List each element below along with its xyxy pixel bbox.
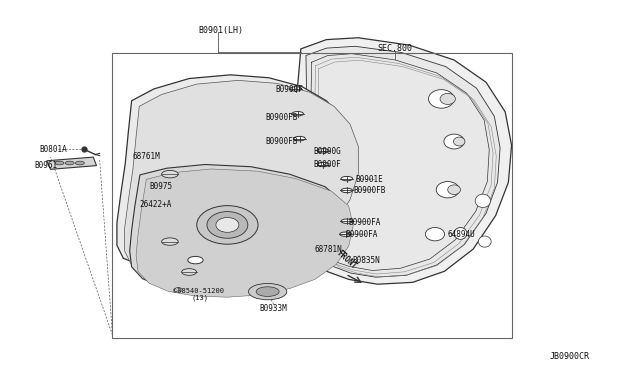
Polygon shape <box>300 46 500 277</box>
Text: B0961: B0961 <box>35 161 58 170</box>
Ellipse shape <box>448 185 461 195</box>
Ellipse shape <box>426 228 445 241</box>
Text: B0975: B0975 <box>150 182 173 190</box>
Ellipse shape <box>290 87 301 91</box>
Ellipse shape <box>182 269 196 275</box>
Ellipse shape <box>76 161 84 165</box>
Ellipse shape <box>248 283 287 300</box>
Ellipse shape <box>429 90 454 108</box>
Ellipse shape <box>65 161 74 165</box>
Ellipse shape <box>454 228 467 239</box>
Ellipse shape <box>294 137 305 141</box>
Text: B0933M: B0933M <box>259 304 287 313</box>
Polygon shape <box>291 38 511 284</box>
Ellipse shape <box>478 236 491 247</box>
Polygon shape <box>130 164 347 293</box>
Text: ©08540-51200: ©08540-51200 <box>173 288 224 294</box>
Text: B0801A: B0801A <box>39 145 67 154</box>
Ellipse shape <box>340 232 351 236</box>
Ellipse shape <box>440 93 456 105</box>
Ellipse shape <box>216 218 239 232</box>
Ellipse shape <box>196 206 258 244</box>
Text: 68761M: 68761M <box>133 152 161 161</box>
Ellipse shape <box>292 112 303 116</box>
Ellipse shape <box>207 212 248 238</box>
Polygon shape <box>125 80 358 276</box>
Bar <box>113 52 511 338</box>
Ellipse shape <box>174 288 182 292</box>
Text: FRONT: FRONT <box>335 249 358 271</box>
Polygon shape <box>117 75 351 270</box>
Polygon shape <box>136 169 353 297</box>
Ellipse shape <box>55 161 64 165</box>
Ellipse shape <box>317 149 329 153</box>
Text: B0900FA: B0900FA <box>346 230 378 240</box>
Ellipse shape <box>454 137 465 146</box>
Text: B0901(LH): B0901(LH) <box>198 26 244 35</box>
Text: B0900FB: B0900FB <box>354 186 386 195</box>
Text: 64894U: 64894U <box>448 230 476 239</box>
Ellipse shape <box>188 256 203 264</box>
Text: JB0900CR: JB0900CR <box>550 352 590 361</box>
Text: SEC.800: SEC.800 <box>378 44 412 53</box>
Text: B0900G: B0900G <box>314 147 341 156</box>
Text: 68781N: 68781N <box>315 244 342 253</box>
Ellipse shape <box>341 219 353 223</box>
Text: S: S <box>177 287 180 292</box>
Text: B0900FB: B0900FB <box>266 113 298 122</box>
Text: B0900FB: B0900FB <box>266 137 298 146</box>
Ellipse shape <box>444 134 465 149</box>
Text: B0901E: B0901E <box>355 175 383 184</box>
Ellipse shape <box>436 182 460 198</box>
Text: (13): (13) <box>191 295 208 301</box>
Polygon shape <box>47 157 97 169</box>
Ellipse shape <box>317 162 329 167</box>
Ellipse shape <box>475 194 490 208</box>
Text: B0900FA: B0900FA <box>349 218 381 227</box>
Ellipse shape <box>162 170 178 178</box>
Text: B0835N: B0835N <box>352 256 380 265</box>
Text: B0900F: B0900F <box>314 160 341 169</box>
Ellipse shape <box>341 176 353 181</box>
Ellipse shape <box>256 287 279 296</box>
Text: B0900F: B0900F <box>275 85 303 94</box>
Ellipse shape <box>162 238 178 245</box>
Ellipse shape <box>341 188 353 193</box>
Text: 26422+A: 26422+A <box>140 200 172 209</box>
